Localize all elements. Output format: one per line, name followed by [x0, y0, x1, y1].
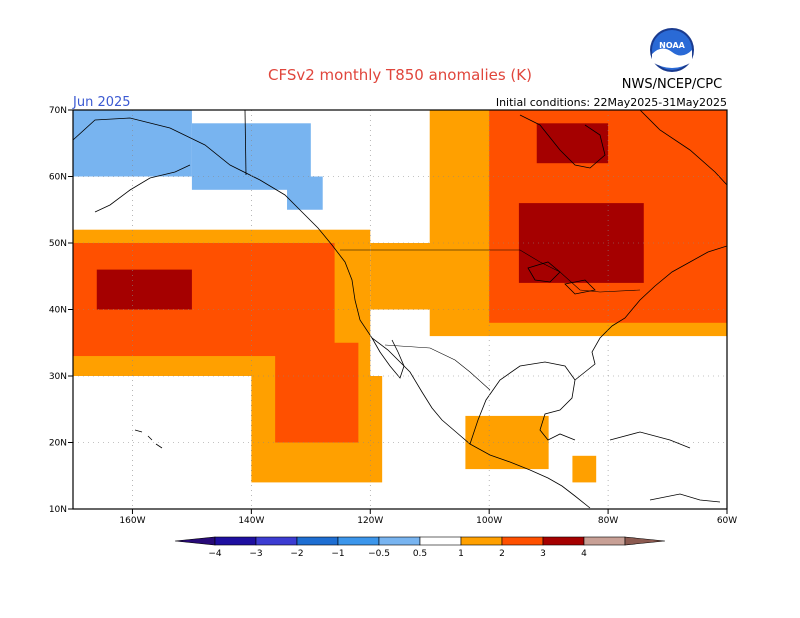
anomaly-region	[275, 342, 359, 443]
y-tick-label: 40N	[49, 306, 67, 316]
colorbar-label: 1	[458, 549, 464, 559]
x-tick-label: 120W	[357, 516, 383, 526]
x-axis-ticks: 160W 140W 120W 100W 80W 60W	[119, 509, 737, 526]
forecast-month: Jun 2025	[72, 95, 131, 110]
noaa-logo: NOAA	[650, 28, 694, 72]
y-tick-label: 20N	[49, 439, 67, 449]
y-tick-label: 60N	[49, 173, 67, 183]
anomaly-region	[73, 110, 192, 177]
anomaly-region	[429, 342, 716, 403]
colorbar-segment	[214, 536, 257, 546]
colorbar-high-end	[624, 536, 666, 546]
x-tick-label: 60W	[717, 516, 737, 526]
map-title: CFSv2 monthly T850 anomalies (K)	[268, 66, 532, 84]
y-tick-label: 70N	[49, 106, 67, 116]
colorbar-label: −4	[208, 549, 222, 559]
colorbar: −4 −3 −2 −1 −0.5 0.5 1 2 3 4	[174, 536, 666, 559]
x-tick-label: 80W	[598, 516, 618, 526]
noaa-logo-text: NOAA	[659, 41, 685, 50]
anomaly-region	[287, 176, 323, 210]
anomaly-regions	[73, 110, 727, 483]
colorbar-label: 2	[499, 549, 505, 559]
anomaly-region	[96, 269, 192, 310]
colorbar-segment	[583, 536, 626, 546]
colorbar-label: −2	[290, 549, 303, 559]
anomaly-region	[518, 203, 644, 283]
y-tick-label: 30N	[49, 372, 67, 382]
colorbar-segment	[460, 536, 503, 546]
x-tick-label: 100W	[476, 516, 502, 526]
initial-conditions: Initial conditions: 22May2025-31May2025	[496, 96, 727, 109]
colorbar-label: 3	[540, 549, 546, 559]
colorbar-segment	[296, 536, 339, 546]
y-tick-label: 10N	[49, 505, 67, 515]
anomaly-region	[572, 455, 597, 483]
colorbar-label: −3	[249, 549, 262, 559]
anomaly-region	[465, 415, 549, 470]
coastlines	[73, 110, 727, 509]
org-label: NWS/NCEP/CPC	[622, 77, 722, 92]
colorbar-segment	[255, 536, 298, 546]
anomaly-region	[536, 123, 609, 164]
colorbar-segment	[501, 536, 544, 546]
y-tick-label: 50N	[49, 239, 67, 249]
colorbar-segment	[378, 536, 421, 546]
colorbar-segment	[337, 536, 380, 546]
lat-lon-grid	[73, 110, 727, 509]
y-axis-ticks: 10N 20N 30N 40N 50N 60N 70N	[49, 106, 73, 515]
colorbar-label: −1	[331, 549, 344, 559]
colorbar-label: 0.5	[413, 549, 427, 559]
x-tick-label: 140W	[238, 516, 264, 526]
colorbar-segment	[419, 536, 462, 546]
x-tick-label: 160W	[119, 516, 145, 526]
colorbar-low-end	[174, 536, 216, 546]
colorbar-segment	[542, 536, 585, 546]
colorbar-label: −0.5	[368, 549, 390, 559]
colorbar-label: 4	[581, 549, 587, 559]
